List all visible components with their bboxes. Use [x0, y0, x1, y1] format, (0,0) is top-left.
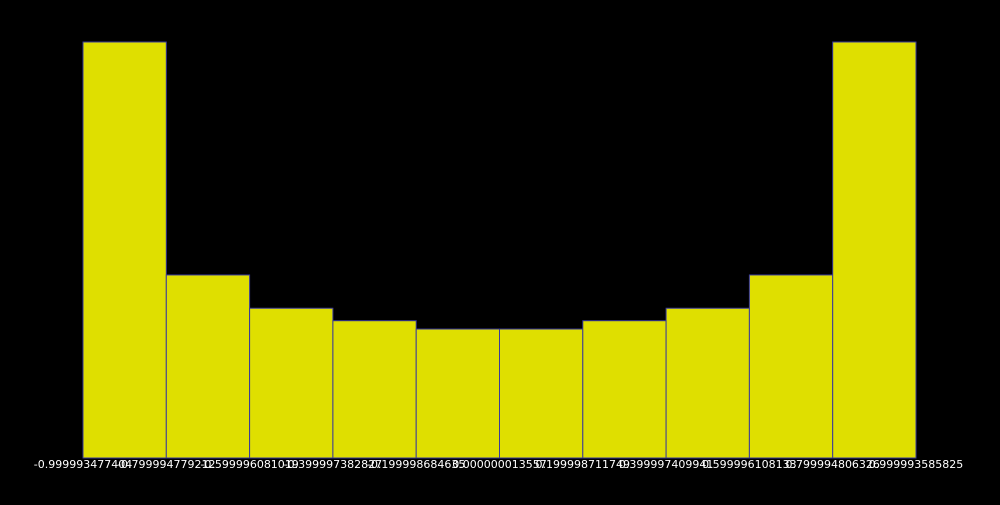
x-tick-label-11: 0.999993585825 [869, 458, 963, 471]
x-tick-label-9: 0.599996108133 [702, 458, 796, 471]
tick-labels-layer: -0.999993477404-0.799994779212-0.5999960… [34, 458, 963, 471]
x-tick-label-1: -0.999993477404 [34, 458, 132, 471]
x-tick-label-6: 0.000000013557 [452, 458, 546, 471]
x-tick-label-7: 0.199998711749 [536, 458, 630, 471]
histogram-bar-4 [332, 320, 417, 459]
histogram-bar-3 [249, 307, 334, 459]
histogram-bar-2 [165, 274, 251, 459]
x-tick-label-2: -0.799994779212 [117, 458, 215, 471]
bars-layer [82, 41, 917, 459]
x-tick-label-8: 0.399997409941 [619, 458, 713, 471]
histogram-bar-1 [82, 41, 167, 459]
x-tick-label-3: -0.599996081019 [200, 458, 298, 471]
histogram-bar-8 [665, 307, 750, 459]
x-tick-label-5: -0.199998684635 [367, 458, 465, 471]
x-tick-label-10: 0.799994806326 [785, 458, 879, 471]
histogram-bar-6 [499, 328, 584, 459]
histogram-bar-7 [582, 320, 667, 459]
x-tick-label-4: -0.399997382827 [284, 458, 382, 471]
histogram-bar-5 [415, 328, 501, 459]
histogram-bar-10 [832, 41, 917, 459]
histogram-bar-9 [748, 274, 834, 459]
